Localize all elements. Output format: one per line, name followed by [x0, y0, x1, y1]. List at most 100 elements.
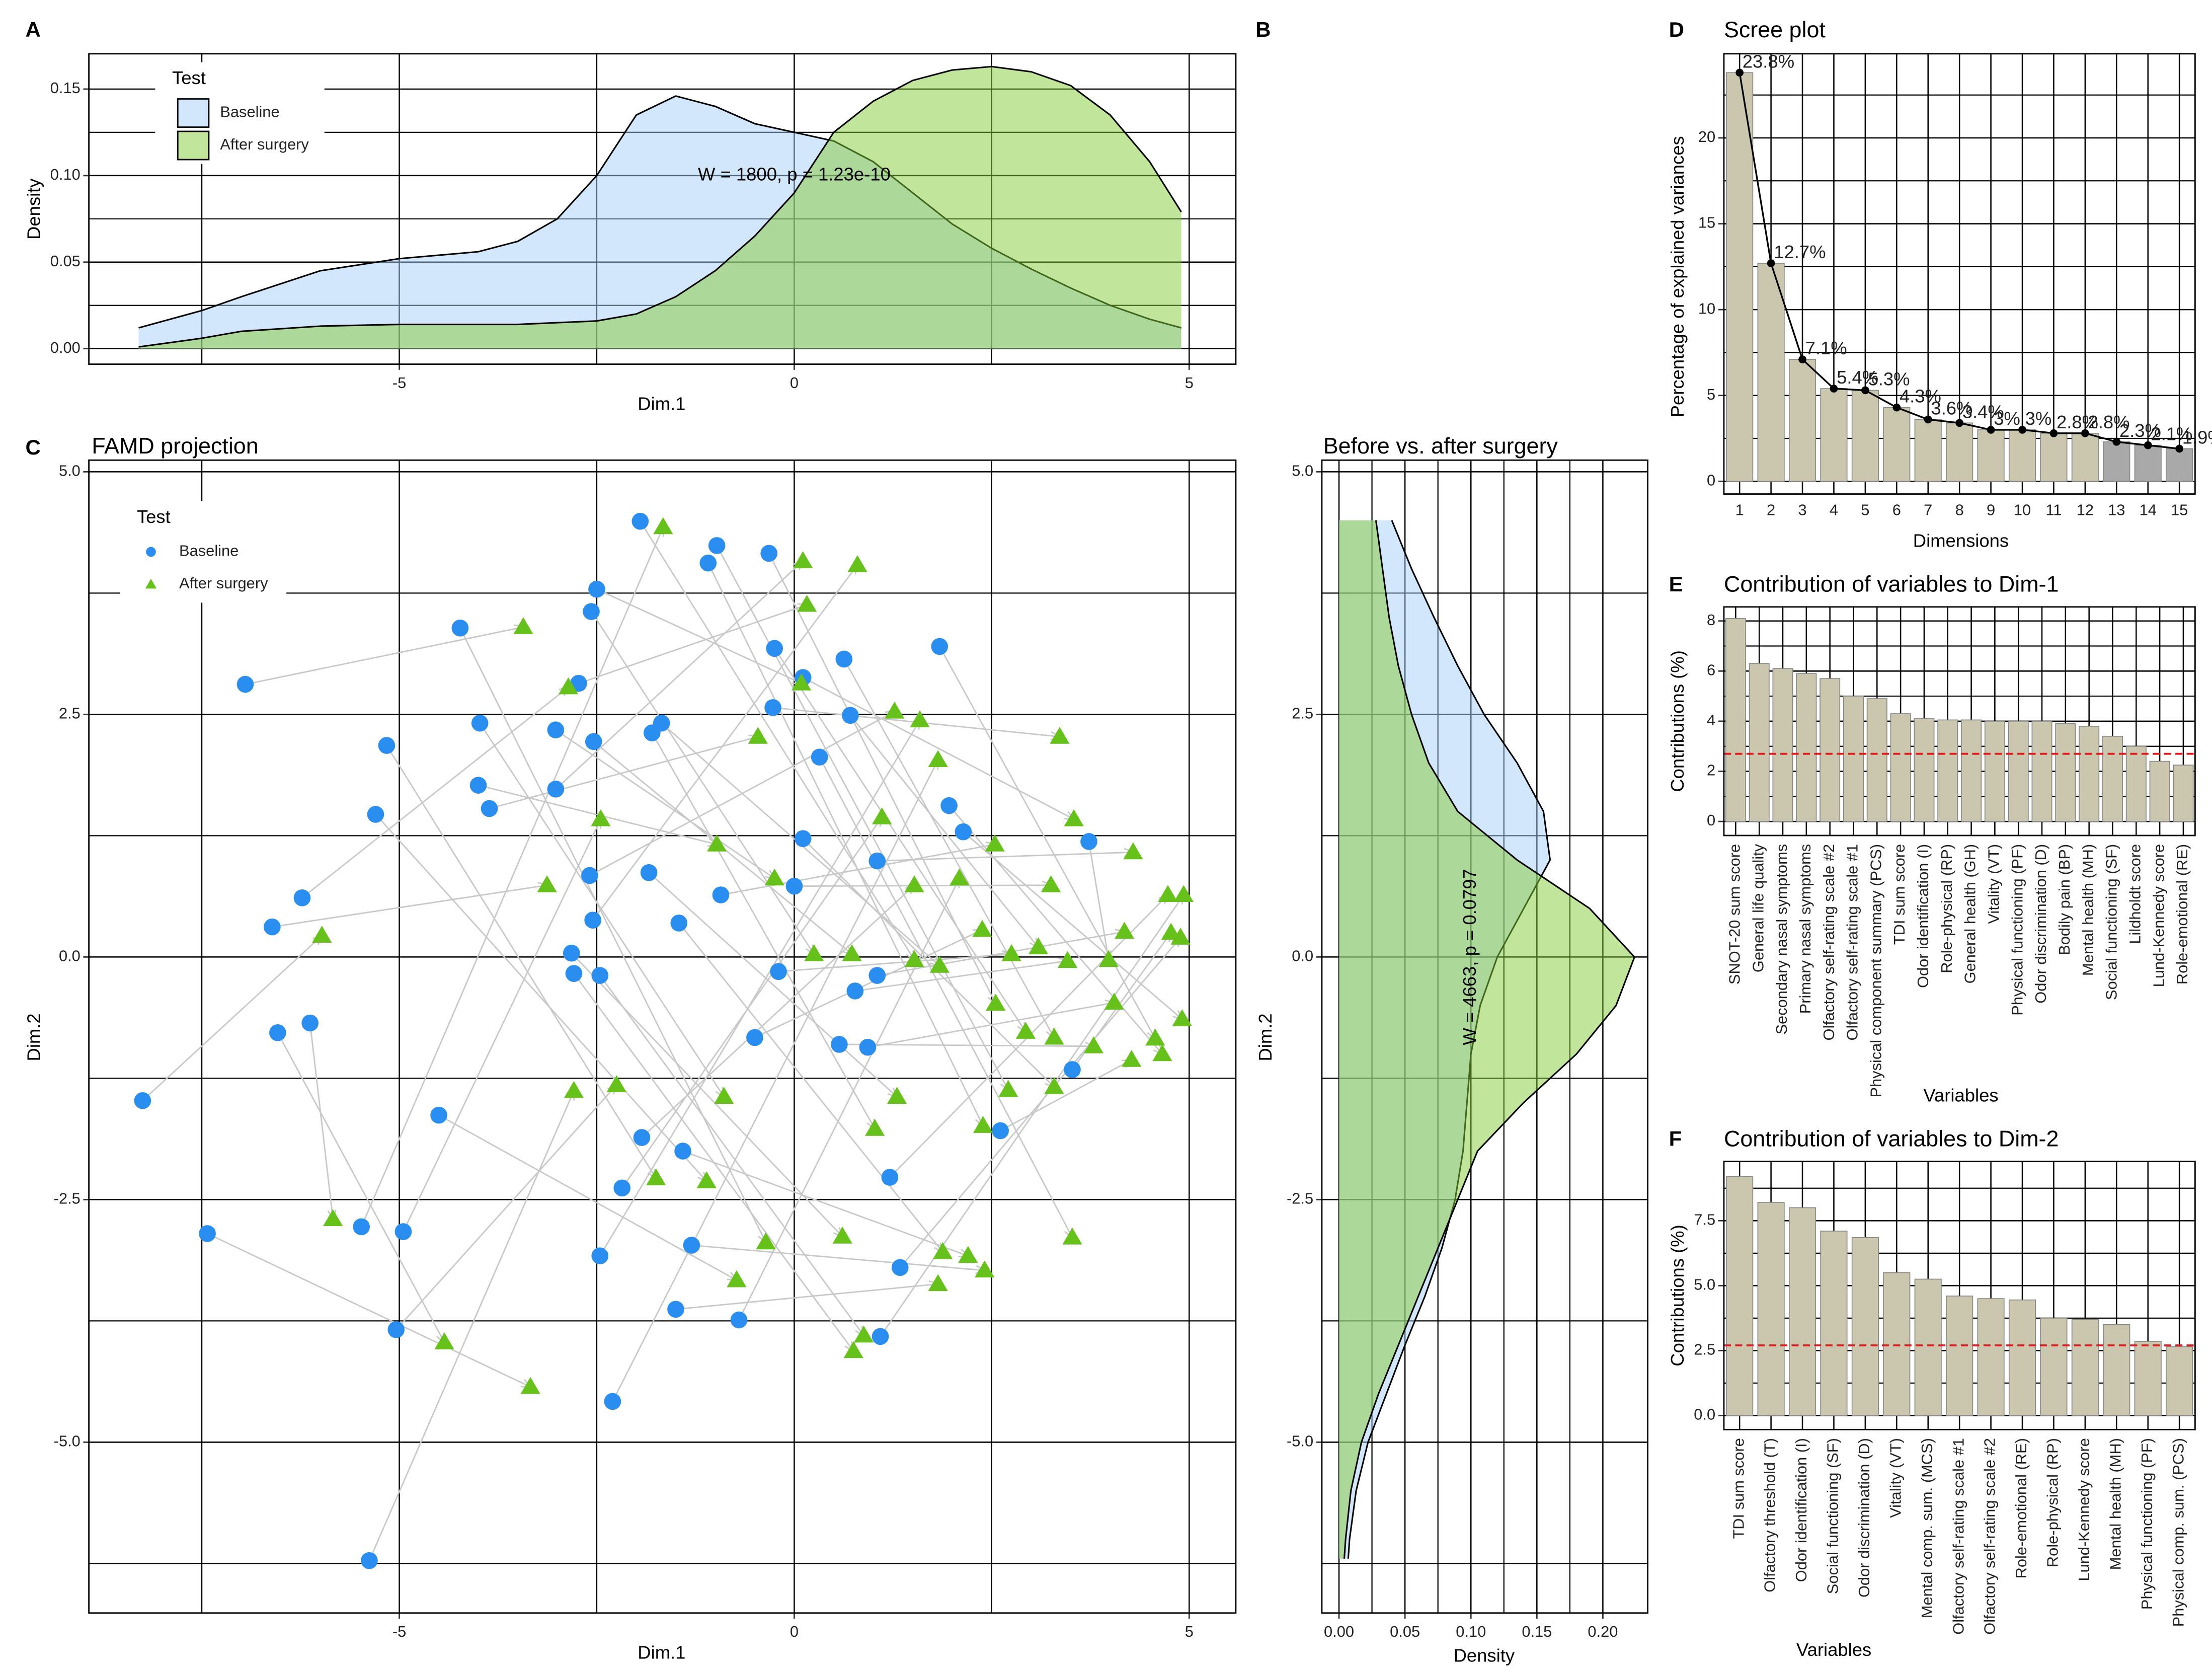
- point: [394, 1223, 412, 1240]
- scree-point: [1924, 415, 1932, 424]
- y-axis-title: Dim.2: [1255, 1013, 1276, 1061]
- point: [471, 714, 489, 732]
- x-tick-label: 5: [1185, 374, 1194, 392]
- panel-title: Contribution of variables to Dim-2: [1724, 1125, 2059, 1151]
- bar: [2173, 765, 2194, 822]
- point: [1041, 875, 1061, 892]
- bar: [1725, 618, 1746, 822]
- y-tick-label: 0.0: [1292, 947, 1313, 965]
- bar: [2134, 444, 2162, 482]
- point: [756, 1232, 776, 1250]
- arrow: [277, 1032, 444, 1342]
- y-tick-label: 5: [1707, 386, 1715, 403]
- point: [727, 1270, 747, 1287]
- x-tick-label: 2: [1767, 501, 1775, 518]
- y-tick-label: 0.05: [50, 252, 81, 270]
- bar: [2040, 1318, 2068, 1416]
- arrow: [596, 588, 802, 683]
- y-tick-label: -2.5: [1287, 1190, 1313, 1207]
- scree-point: [1735, 68, 1744, 77]
- x-tick-label: 0.05: [1390, 1623, 1420, 1640]
- x-tick-label: Physical component summary (PCS): [1867, 844, 1884, 1098]
- bar: [2055, 723, 2076, 822]
- point: [831, 1036, 848, 1053]
- point: [904, 950, 924, 967]
- bar: [1914, 1278, 1942, 1416]
- legend-key: [146, 547, 156, 557]
- x-tick-label: 0: [790, 374, 799, 392]
- x-tick-label: Physical comp. sum. (PCS): [2169, 1438, 2187, 1627]
- arrow: [678, 923, 942, 1252]
- point: [764, 868, 784, 886]
- point: [564, 1081, 584, 1098]
- arrow: [368, 1091, 574, 1561]
- point: [1028, 937, 1049, 955]
- point: [885, 701, 905, 719]
- x-tick-label: 0.00: [1324, 1623, 1354, 1640]
- point: [312, 926, 332, 943]
- point: [842, 944, 862, 961]
- point: [683, 1237, 700, 1254]
- data-label: 12.7%: [1774, 242, 1826, 262]
- y-tick-label: 6: [1707, 661, 1715, 678]
- x-tick-label: Role-emotional (RE): [2012, 1438, 2030, 1578]
- density-line: [1343, 520, 1636, 1559]
- bar: [2149, 761, 2170, 822]
- bar: [1749, 663, 1770, 822]
- x-tick-label: 13: [2108, 501, 2125, 518]
- point: [570, 674, 587, 692]
- x-tick-label: Vitality (VT): [1886, 1438, 1904, 1518]
- data-label: 2.3%: [2119, 420, 2161, 441]
- y-axis-title: Percentage of explained variances: [1667, 136, 1688, 417]
- legend-label: Baseline: [220, 103, 279, 121]
- x-tick-label: 4: [1830, 501, 1838, 518]
- point: [1001, 944, 1021, 961]
- x-tick-label: Secondary nasal symptoms: [1773, 844, 1790, 1035]
- point: [929, 956, 950, 973]
- x-tick-label: Primary nasal symptoms: [1796, 844, 1814, 1014]
- arrow: [599, 975, 863, 1335]
- legend-key: [145, 578, 157, 589]
- x-axis-title: Dimensions: [1913, 530, 2009, 551]
- point: [1122, 1050, 1142, 1067]
- scree-point: [1830, 385, 1838, 393]
- bar: [1726, 72, 1754, 482]
- x-axis-title: Density: [1454, 1645, 1515, 1665]
- point: [766, 640, 783, 657]
- x-tick-label: Role-physical (RP): [2044, 1438, 2062, 1567]
- arrow: [571, 952, 842, 1237]
- arrow: [949, 805, 1162, 1054]
- data-label: 3.6%: [1931, 398, 1972, 418]
- scree-point: [1892, 403, 1901, 412]
- point: [859, 1038, 877, 1056]
- y-tick-label: 2.5: [1292, 705, 1313, 722]
- scree-point: [2049, 429, 2058, 437]
- arrow: [272, 885, 547, 928]
- arrow: [375, 814, 706, 1181]
- scree-point: [1955, 419, 1964, 427]
- point: [367, 806, 384, 823]
- y-axis-title: Contributions (%): [1667, 650, 1688, 792]
- point: [631, 512, 649, 530]
- point: [1064, 809, 1084, 826]
- y-tick-label: 0.15: [50, 79, 81, 97]
- plot-border: [1321, 459, 1648, 1614]
- x-axis-title: Dim.1: [638, 1642, 685, 1663]
- point: [811, 748, 828, 766]
- arrow: [142, 936, 322, 1101]
- point: [793, 551, 813, 568]
- x-tick-label: 5: [1861, 501, 1869, 518]
- point: [985, 834, 1005, 852]
- bar: [1772, 668, 1793, 822]
- point: [770, 963, 787, 980]
- point: [583, 603, 600, 620]
- plot-border: [88, 53, 1237, 365]
- point: [986, 994, 1006, 1011]
- panel: B Before vs. after surgery Density Dim.2 0.0…: [1255, 18, 1648, 1665]
- annotation: W = 4663, p = 0.0797: [1459, 869, 1480, 1045]
- x-tick-label: -5: [392, 374, 406, 392]
- bar: [1977, 1298, 2005, 1416]
- point: [1145, 1028, 1165, 1046]
- point: [1170, 928, 1191, 945]
